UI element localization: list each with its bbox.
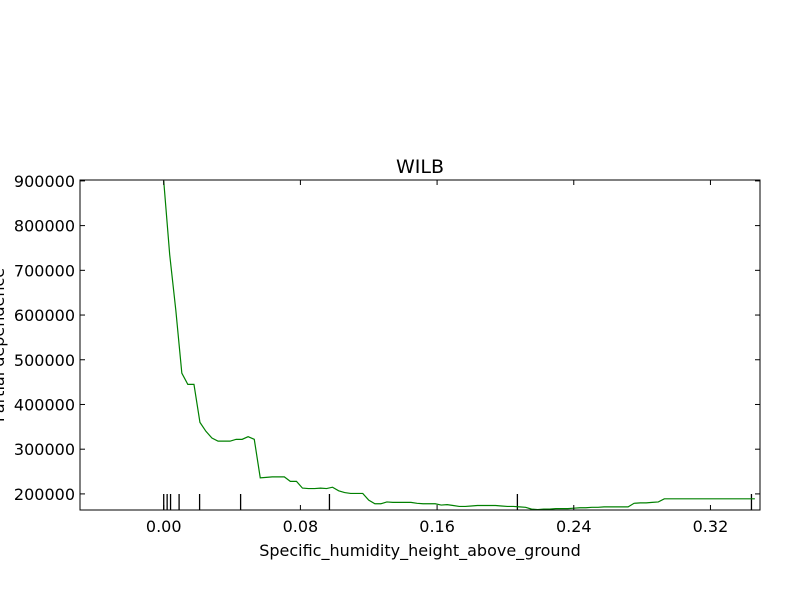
series-line — [163, 180, 755, 511]
y-axis-label: Partial dependence — [0, 268, 8, 422]
x-axis-label: Specific_humidity_height_above_ground — [259, 541, 581, 561]
plot-background — [80, 180, 760, 510]
y-tick-label: 200000 — [14, 485, 75, 504]
x-tick-label: 0.24 — [556, 517, 592, 536]
plot-frame — [79, 179, 761, 511]
x-tick-label: 0.08 — [283, 517, 319, 536]
x-tick-label: 0.32 — [693, 517, 729, 536]
y-axis: 200000 300000 400000 500000 600000 700000 8000… — [14, 172, 760, 504]
y-tick-label: 400000 — [14, 395, 75, 414]
rug-ticks — [163, 494, 753, 510]
y-tick-label: 800000 — [14, 217, 75, 236]
x-tick-label: 0.16 — [419, 517, 455, 536]
y-tick-label: 600000 — [14, 306, 75, 325]
chart-title: WILB — [396, 156, 444, 178]
y-tick-label: 900000 — [14, 172, 75, 191]
x-axis: 0.00 0.08 0.16 0.24 0.32 — [146, 180, 728, 536]
y-tick-label: 500000 — [14, 351, 75, 370]
x-tick-label: 0.00 — [146, 517, 182, 536]
y-tick-label: 700000 — [14, 261, 75, 280]
y-tick-label: 300000 — [14, 440, 75, 459]
